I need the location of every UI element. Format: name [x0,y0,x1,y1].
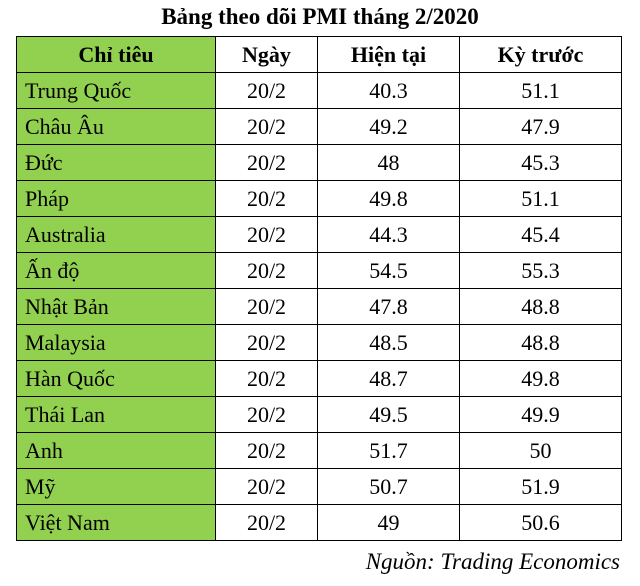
country-name: Mỹ [16,468,216,505]
date-cell: 20/2 [215,288,318,325]
current-value: 49 [317,504,460,541]
header-current: Hiện tại [317,36,460,73]
previous-value: 55.3 [459,252,622,289]
header-row: Chỉ tiêu Ngày Hiện tại Kỳ trước [16,36,622,73]
table-body: Trung Quốc 20/2 40.3 51.1 Châu Âu 20/2 4… [16,72,622,541]
table-title: Bảng theo dõi PMI tháng 2/2020 [161,4,479,29]
date-cell: 20/2 [215,144,318,181]
table-row: Thái Lan 20/2 49.5 49.9 [16,396,622,433]
country-name: Malaysia [16,324,216,361]
table-row: Malaysia 20/2 48.5 48.8 [16,324,622,361]
current-value: 49.8 [317,180,460,217]
date-cell: 20/2 [215,216,318,253]
header-indicator: Chỉ tiêu [16,36,216,73]
table-row: Mỹ 20/2 50.7 51.9 [16,468,622,505]
date-cell: 20/2 [215,72,318,109]
date-cell: 20/2 [215,324,318,361]
current-value: 40.3 [317,72,460,109]
current-value: 48 [317,144,460,181]
table-row: Anh 20/2 51.7 50 [16,432,622,469]
table-row: Pháp 20/2 49.8 51.1 [16,180,622,217]
date-cell: 20/2 [215,504,318,541]
country-name: Châu Âu [16,108,216,145]
date-cell: 20/2 [215,180,318,217]
table-row: Trung Quốc 20/2 40.3 51.1 [16,72,622,109]
previous-value: 45.3 [459,144,622,181]
previous-value: 50.6 [459,504,622,541]
previous-value: 48.8 [459,288,622,325]
pmi-table: Chỉ tiêu Ngày Hiện tại Kỳ trước Trung Qu… [16,36,622,541]
header-previous: Kỳ trước [459,36,622,73]
previous-value: 49.8 [459,360,622,397]
source-note: Nguồn: Trading Economics [365,549,620,574]
previous-value: 47.9 [459,108,622,145]
date-cell: 20/2 [215,432,318,469]
date-cell: 20/2 [215,360,318,397]
date-cell: 20/2 [215,396,318,433]
previous-value: 50 [459,432,622,469]
previous-value: 51.1 [459,180,622,217]
table-row: Hàn Quốc 20/2 48.7 49.8 [16,360,622,397]
previous-value: 45.4 [459,216,622,253]
table-row: Châu Âu 20/2 49.2 47.9 [16,108,622,145]
current-value: 49.5 [317,396,460,433]
country-name: Thái Lan [16,396,216,433]
country-name: Trung Quốc [16,72,216,109]
current-value: 51.7 [317,432,460,469]
current-value: 50.7 [317,468,460,505]
table-row: Đức 20/2 48 45.3 [16,144,622,181]
country-name: Đức [16,144,216,181]
current-value: 49.2 [317,108,460,145]
country-name: Hàn Quốc [16,360,216,397]
previous-value: 49.9 [459,396,622,433]
previous-value: 51.1 [459,72,622,109]
country-name: Anh [16,432,216,469]
current-value: 44.3 [317,216,460,253]
country-name: Australia [16,216,216,253]
country-name: Việt Nam [16,504,216,541]
date-cell: 20/2 [215,468,318,505]
date-cell: 20/2 [215,108,318,145]
table-row: Ấn độ 20/2 54.5 55.3 [16,252,622,289]
date-cell: 20/2 [215,252,318,289]
header-date: Ngày [215,36,318,73]
previous-value: 48.8 [459,324,622,361]
previous-value: 51.9 [459,468,622,505]
country-name: Nhật Bản [16,288,216,325]
current-value: 54.5 [317,252,460,289]
table-row: Nhật Bản 20/2 47.8 48.8 [16,288,622,325]
table-row: Việt Nam 20/2 49 50.6 [16,504,622,541]
current-value: 48.5 [317,324,460,361]
country-name: Ấn độ [16,252,216,289]
current-value: 48.7 [317,360,460,397]
current-value: 47.8 [317,288,460,325]
country-name: Pháp [16,180,216,217]
table-row: Australia 20/2 44.3 45.4 [16,216,622,253]
